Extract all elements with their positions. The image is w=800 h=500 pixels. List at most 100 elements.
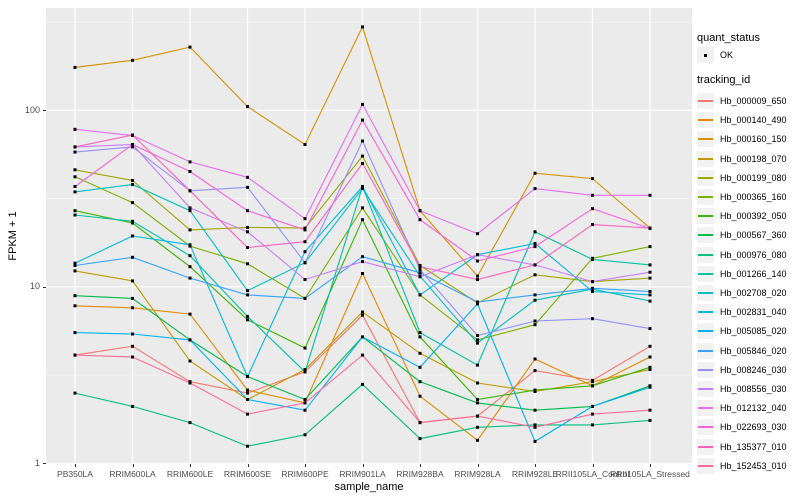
legend-key-box (697, 265, 714, 282)
series-color-line-icon (698, 426, 713, 429)
data-point (648, 418, 652, 422)
data-point (648, 344, 652, 348)
data-point (73, 168, 77, 172)
x-tick-label: RRIM928BA (396, 469, 444, 479)
x-tick-mark (247, 464, 249, 467)
data-point (246, 314, 249, 318)
legend-item-label: Hb_000567_360 (720, 230, 787, 241)
data-point (131, 143, 134, 146)
series-color-line-icon (698, 311, 713, 314)
data-point (533, 171, 537, 175)
data-point (591, 384, 594, 388)
legend-item-label: Hb_005846_020 (720, 345, 787, 356)
data-point (73, 294, 77, 298)
data-point (476, 425, 479, 429)
legend-key-box (697, 208, 714, 225)
legend-item-label: Hb_000392_050 (720, 211, 787, 222)
series-color-line-icon (698, 234, 713, 237)
x-tick-label: RRIM600SE (223, 469, 272, 479)
x-tick-label: PB350LA (57, 469, 93, 479)
data-point (648, 327, 652, 331)
data-point (648, 193, 652, 197)
data-point (246, 230, 249, 234)
data-point (73, 150, 77, 154)
data-point (418, 421, 422, 425)
legend-item-label: Hb_000140_490 (720, 115, 787, 126)
data-point (303, 370, 307, 374)
data-point (476, 253, 479, 257)
legend-item-label: Hb_002831_040 (720, 307, 787, 318)
series-color-line-icon (698, 196, 713, 198)
series-color-line-icon (698, 368, 713, 371)
data-point (246, 388, 249, 392)
data-point (188, 189, 192, 193)
data-point (591, 286, 594, 290)
data-point (188, 421, 192, 425)
data-point (418, 293, 422, 297)
legend-key-box (697, 400, 714, 417)
data-point (303, 408, 307, 412)
x-tick-label: RRII105LA_Control (555, 469, 630, 479)
legend-item-label: Hb_000160_150 (720, 134, 787, 145)
data-point (418, 218, 422, 222)
data-point (418, 437, 422, 441)
data-point (73, 175, 77, 179)
data-point (591, 412, 594, 416)
data-point (188, 359, 192, 363)
data-point (246, 246, 249, 249)
legend-key-box (697, 285, 714, 301)
data-point (361, 260, 364, 264)
data-point (591, 280, 594, 284)
data-point (591, 404, 594, 408)
data-point (361, 353, 364, 357)
data-point (303, 278, 307, 281)
data-point (361, 139, 364, 143)
series-color-line-icon (698, 445, 713, 448)
legend-key-box (697, 323, 714, 340)
data-point (131, 306, 134, 310)
data-point (73, 353, 77, 357)
data-point (476, 232, 479, 236)
data-point (246, 375, 249, 379)
legend-key-box (697, 304, 714, 321)
data-point (303, 401, 307, 405)
legend-key-box (697, 438, 714, 455)
legend-item-label: Hb_008246_030 (720, 364, 787, 375)
data-point (246, 444, 249, 448)
data-point (188, 254, 192, 258)
data-point (188, 381, 192, 385)
data-point (188, 209, 192, 213)
series-color-line-icon (698, 176, 713, 179)
data-point (188, 312, 192, 316)
data-point (303, 433, 307, 437)
data-point (476, 398, 479, 401)
legend-key-box (697, 227, 714, 244)
data-point (303, 143, 307, 146)
data-point (361, 382, 364, 386)
data-point (361, 272, 364, 275)
data-point (188, 265, 192, 269)
plot-canvas (46, 8, 692, 464)
legend-key-box (697, 342, 714, 359)
series-color-line-icon (698, 100, 713, 102)
data-point (188, 206, 192, 210)
data-point (591, 193, 594, 197)
data-point (361, 102, 364, 106)
data-point (246, 293, 249, 297)
data-point (188, 228, 192, 232)
data-point (73, 65, 77, 69)
series-color-line-icon (698, 157, 713, 160)
data-point (476, 381, 479, 385)
data-point (533, 245, 537, 249)
legend-item-label: Hb_000199_080 (720, 172, 787, 183)
data-point (361, 118, 364, 122)
legend-item-label: Hb_152453_010 (720, 460, 787, 471)
legend-item-label: Hb_002708_020 (720, 288, 787, 298)
legend-key-box (697, 361, 714, 378)
data-point (131, 201, 134, 205)
data-point (476, 302, 479, 306)
data-point (533, 298, 537, 302)
data-point (418, 394, 422, 398)
series-color-line-icon (698, 253, 713, 256)
